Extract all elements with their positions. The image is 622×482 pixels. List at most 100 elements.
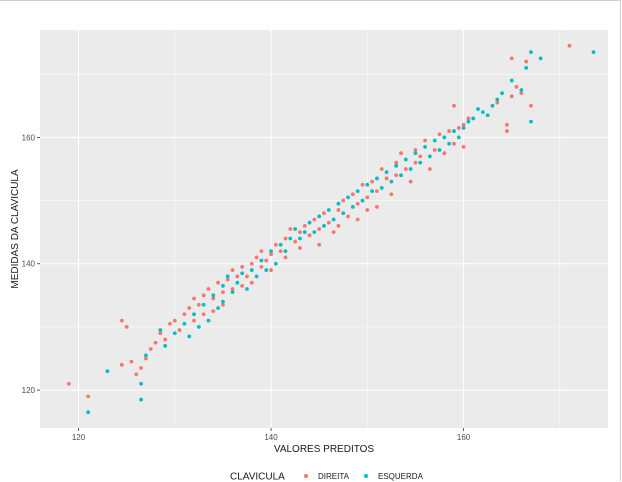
- point-direita: [221, 290, 225, 295]
- point-esquerda: [172, 331, 177, 336]
- point-esquerda: [529, 50, 533, 55]
- point-direita: [427, 167, 432, 171]
- point-esquerda: [466, 119, 471, 124]
- point-esquerda: [187, 334, 192, 339]
- point-esquerda: [298, 236, 302, 241]
- point-direita: [413, 148, 418, 152]
- point-direita: [211, 296, 216, 301]
- point-direita: [283, 255, 288, 260]
- point-esquerda: [370, 189, 375, 193]
- point-direita: [201, 293, 206, 298]
- point-direita: [230, 268, 235, 272]
- point-esquerda: [341, 211, 346, 216]
- point-esquerda: [317, 214, 322, 219]
- point-direita: [403, 167, 408, 171]
- point-esquerda: [495, 97, 500, 102]
- point-esquerda: [427, 154, 432, 159]
- point-direita: [158, 331, 163, 336]
- point-direita: [418, 154, 423, 159]
- point-esquerda: [240, 271, 245, 276]
- point-direita: [375, 189, 379, 193]
- point-direita: [139, 366, 143, 370]
- point-esquerda: [432, 138, 437, 143]
- point-direita: [245, 274, 249, 279]
- point-direita: [509, 56, 514, 61]
- point-esquerda: [519, 88, 524, 92]
- point-direita: [461, 122, 466, 127]
- point-esquerda: [245, 287, 249, 291]
- point-esquerda: [139, 381, 143, 386]
- x-tick-label: 140: [264, 433, 278, 442]
- legend-key-esquerda: [364, 474, 368, 478]
- point-esquerda: [192, 312, 196, 317]
- grid-lines: [40, 30, 608, 428]
- point-esquerda: [86, 410, 91, 415]
- point-esquerda: [452, 129, 456, 133]
- point-esquerda: [423, 144, 427, 149]
- point-esquerda: [413, 151, 418, 156]
- point-direita: [355, 217, 360, 222]
- legend-label-direita: DIREITA: [318, 472, 350, 481]
- point-direita: [211, 309, 216, 314]
- point-esquerda: [293, 227, 298, 231]
- point-direita: [322, 211, 326, 216]
- point-direita: [119, 362, 124, 367]
- point-esquerda: [456, 135, 461, 140]
- point-esquerda: [437, 148, 442, 152]
- point-esquerda: [264, 268, 269, 272]
- point-direita: [413, 160, 418, 165]
- point-direita: [370, 179, 375, 184]
- legend-title: CLAVICULA: [230, 472, 285, 482]
- point-esquerda: [322, 223, 326, 228]
- point-esquerda: [283, 249, 288, 254]
- y-axis-title: MEDIDAS DA CLAVICULA: [10, 169, 21, 289]
- point-direita: [273, 242, 278, 247]
- point-direita: [326, 220, 331, 225]
- point-esquerda: [307, 220, 312, 225]
- point-esquerda: [143, 353, 148, 358]
- point-direita: [129, 359, 134, 364]
- point-direita: [278, 249, 283, 254]
- point-direita: [456, 126, 461, 130]
- point-direita: [317, 227, 322, 231]
- point-esquerda: [346, 195, 350, 200]
- point-esquerda: [355, 189, 360, 193]
- point-esquerda: [442, 135, 447, 140]
- point-esquerda: [302, 230, 307, 235]
- point-esquerda: [384, 170, 389, 175]
- point-direita: [66, 381, 71, 386]
- point-esquerda: [206, 318, 211, 323]
- point-direita: [452, 141, 456, 146]
- point-direita: [514, 84, 519, 89]
- point-direita: [399, 151, 403, 156]
- point-esquerda: [447, 141, 452, 146]
- point-direita: [350, 192, 355, 197]
- point-esquerda: [254, 274, 259, 279]
- point-direita: [312, 217, 317, 222]
- point-direita: [134, 372, 139, 377]
- point-direita: [225, 277, 230, 282]
- y-tick-label: 160: [22, 133, 36, 142]
- point-direita: [394, 173, 399, 178]
- point-direita: [524, 59, 529, 64]
- point-esquerda: [105, 369, 110, 374]
- point-direita: [230, 287, 235, 291]
- point-esquerda: [524, 66, 529, 70]
- point-direita: [423, 138, 427, 143]
- point-direita: [529, 103, 533, 108]
- point-direita: [86, 394, 91, 399]
- x-axis-title: VALORES PREDITOS: [274, 444, 375, 455]
- point-direita: [172, 318, 177, 323]
- point-direita: [196, 302, 201, 307]
- point-direita: [360, 182, 365, 187]
- point-direita: [153, 340, 158, 345]
- point-direita: [269, 268, 273, 272]
- point-direita: [466, 116, 471, 121]
- point-direita: [177, 328, 182, 332]
- point-direita: [437, 132, 442, 137]
- point-direita: [505, 122, 509, 127]
- point-direita: [317, 242, 322, 247]
- point-direita: [201, 312, 206, 317]
- point-direita: [288, 227, 293, 231]
